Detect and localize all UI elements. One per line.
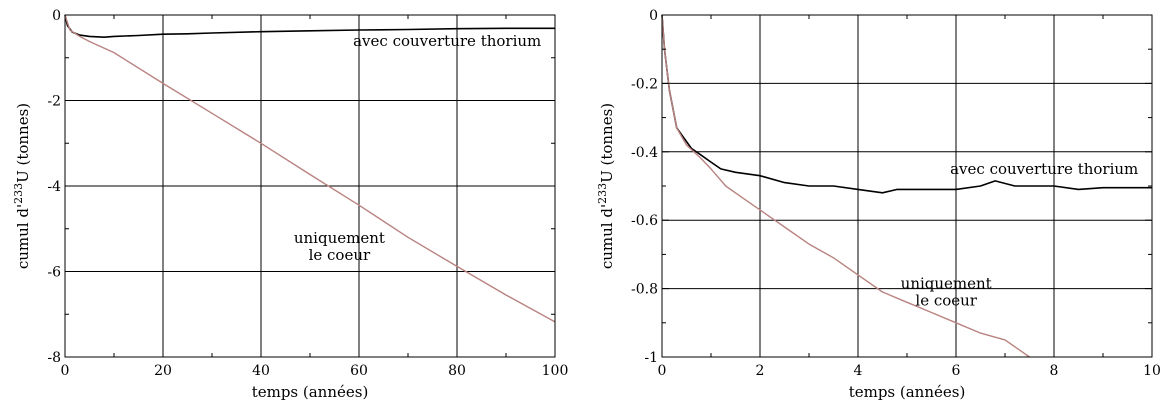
x-tick-label: 20 bbox=[154, 363, 172, 379]
y-tick-label: -8 bbox=[47, 350, 61, 366]
x-tick-label: 100 bbox=[542, 363, 569, 379]
grid bbox=[65, 15, 555, 357]
annotation-line: le coeur bbox=[915, 292, 977, 310]
x-tick-label: 0 bbox=[61, 363, 70, 379]
series-line-0 bbox=[661, 14, 1152, 194]
grid bbox=[662, 15, 1152, 357]
y-tick-label: -0.2 bbox=[631, 76, 658, 92]
series-group bbox=[64, 14, 556, 323]
annotation-line: avec couverture thorium bbox=[353, 32, 541, 50]
y-tick-label: -6 bbox=[47, 265, 61, 281]
x-tick-label: 0 bbox=[658, 363, 667, 379]
tick-labels: 0 2 4 6 8 10 -1 -0.8 -0.6 -0.4 -0.2 0 bbox=[631, 8, 1161, 379]
annotation-1: uniquement le coeur bbox=[294, 229, 385, 264]
y-axis-label: cumul d'233U (tonnes) bbox=[596, 103, 616, 269]
x-tick-label: 80 bbox=[448, 363, 466, 379]
y-axis-label: cumul d'233U (tonnes) bbox=[12, 103, 32, 269]
x-tick-label: 8 bbox=[1050, 363, 1059, 379]
annotation-line: avec couverture thorium bbox=[950, 160, 1138, 178]
x-axis-label: temps (années) bbox=[252, 383, 369, 401]
series-group bbox=[661, 14, 1152, 358]
plot-frame bbox=[661, 14, 1153, 358]
x-tick-label: 4 bbox=[854, 363, 863, 379]
x-tick-label: 6 bbox=[952, 363, 961, 379]
annotation-0: avec couverture thorium bbox=[353, 32, 541, 50]
x-tick-label: 60 bbox=[350, 363, 368, 379]
y-tick-label: 0 bbox=[52, 8, 61, 24]
annotation-0: avec couverture thorium bbox=[950, 160, 1138, 178]
series-line-0 bbox=[64, 14, 555, 38]
chart-right: 0 2 4 6 8 10 -1 -0.8 -0.6 -0.4 -0.2 0 avec couvertu… bbox=[596, 8, 1161, 401]
annotations: avec couverture thorium uniquement le coeu… bbox=[294, 32, 541, 264]
series-line-1 bbox=[64, 14, 556, 323]
y-tick-label: -0.8 bbox=[631, 282, 658, 298]
tick-labels: 0 20 40 60 80 100 -8 -6 -4 -2 0 bbox=[47, 8, 568, 379]
x-tick-label: 2 bbox=[756, 363, 765, 379]
y-tick-label: -4 bbox=[47, 179, 61, 195]
y-tick-label: -0.4 bbox=[631, 145, 658, 161]
y-tick-label: 0 bbox=[649, 8, 658, 24]
series-line-1 bbox=[661, 14, 1030, 358]
x-axis-label: temps (années) bbox=[849, 383, 966, 401]
ticks bbox=[661, 14, 1153, 358]
annotations: avec couverture thorium uniquement le coeu… bbox=[901, 160, 1139, 310]
y-tick-label: -0.6 bbox=[631, 213, 658, 229]
annotation-line: uniquement bbox=[901, 275, 992, 293]
x-tick-label: 40 bbox=[252, 363, 270, 379]
y-tick-label: -1 bbox=[644, 350, 658, 366]
annotation-line: uniquement bbox=[294, 229, 385, 247]
annotation-line: le coeur bbox=[309, 246, 371, 264]
chart-left: 0 20 40 60 80 100 -8 -6 -4 -2 0 avec couverture th… bbox=[12, 8, 568, 401]
annotation-1: uniquement le coeur bbox=[901, 275, 992, 310]
y-tick-label: -2 bbox=[47, 94, 61, 110]
ticks bbox=[64, 14, 556, 358]
x-tick-label: 10 bbox=[1143, 363, 1161, 379]
